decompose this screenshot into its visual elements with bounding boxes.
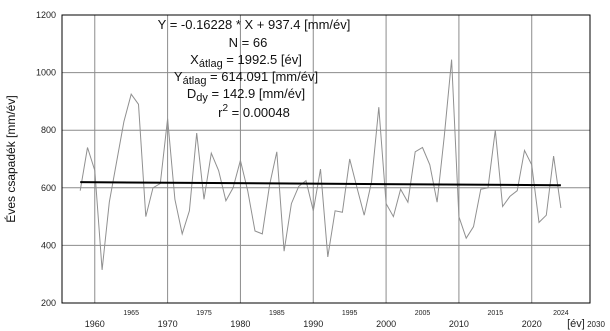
y-mean-subscript: átlag (183, 75, 207, 87)
y-tick-label: 1000 (36, 68, 56, 78)
x-mean: Xátlag = 1992.5 [év] (190, 52, 302, 70)
std-dev-subscript: dy (196, 92, 208, 104)
std-dev: Ddy = 142.9 [mm/év] (187, 86, 305, 104)
x-mean-subscript: átlag (199, 58, 223, 70)
x-axis-label: [év] (567, 318, 585, 330)
x-tick-label: 1970 (158, 319, 178, 329)
std-dev-value: = 142.9 [mm/év] (208, 86, 305, 101)
plot-frame (61, 14, 591, 304)
x-tick-label: 2020 (522, 319, 542, 329)
y-tick-label: 600 (41, 183, 56, 193)
x-minor-tick-label: 2024 (553, 310, 569, 317)
x-tick-label: 1960 (85, 319, 105, 329)
r-squared-superscript: 2 (222, 103, 228, 114)
x-mean-symbol: X (190, 52, 199, 67)
y-tick-label: 800 (41, 125, 56, 135)
x-minor-tick-label: 1965 (123, 310, 139, 317)
y-tick-label: 200 (41, 298, 56, 308)
x-tick-label: 1990 (303, 319, 323, 329)
x-minor-tick-label: 2015 (488, 310, 504, 317)
precipitation-series-line (79, 59, 562, 270)
x-tick-label: 1980 (230, 319, 250, 329)
x-minor-tick-label: 1975 (196, 310, 212, 317)
trend-line (80, 181, 561, 187)
series-group (79, 59, 562, 270)
x-mean-value: = 1992.5 [év] (223, 52, 302, 67)
std-dev-symbol: D (187, 86, 196, 101)
x-tick-label: 2010 (449, 319, 469, 329)
x-tick-label: 2000 (376, 319, 396, 329)
x-minor-tick-label: 1985 (269, 310, 285, 317)
y-tick-label: 400 (41, 240, 56, 250)
r-squared: r2 = 0.00048 (218, 103, 290, 120)
x-minor-tick-label: 2005 (415, 310, 431, 317)
y-mean-symbol: Y (174, 69, 183, 84)
y-axis-label: Éves csapadék [mm/év] (3, 95, 18, 222)
chart-grid (62, 15, 590, 303)
x-tick-label-end: 2030 (587, 320, 605, 329)
regression-annotations: Y = -0.16228 * X + 937.4 [mm/év] N = 66 … (158, 17, 351, 120)
y-tick-labels: 200 400 600 800 1000 1200 (36, 10, 56, 308)
y-tick-label: 1200 (36, 10, 56, 20)
r-squared-value: = 0.00048 (228, 105, 290, 120)
sample-size: N = 66 (229, 35, 268, 50)
y-mean-value: = 614.091 [mm/év] (206, 69, 318, 84)
x-tick-labels: 1960 1970 1980 1990 2000 2010 2020 1965 1975 1985… (85, 310, 606, 330)
y-mean: Yátlag = 614.091 [mm/év] (174, 69, 318, 87)
x-minor-tick-label: 1995 (342, 310, 358, 317)
regression-equation: Y = -0.16228 * X + 937.4 [mm/év] (158, 17, 351, 32)
r-squared-symbol: r (218, 105, 223, 120)
